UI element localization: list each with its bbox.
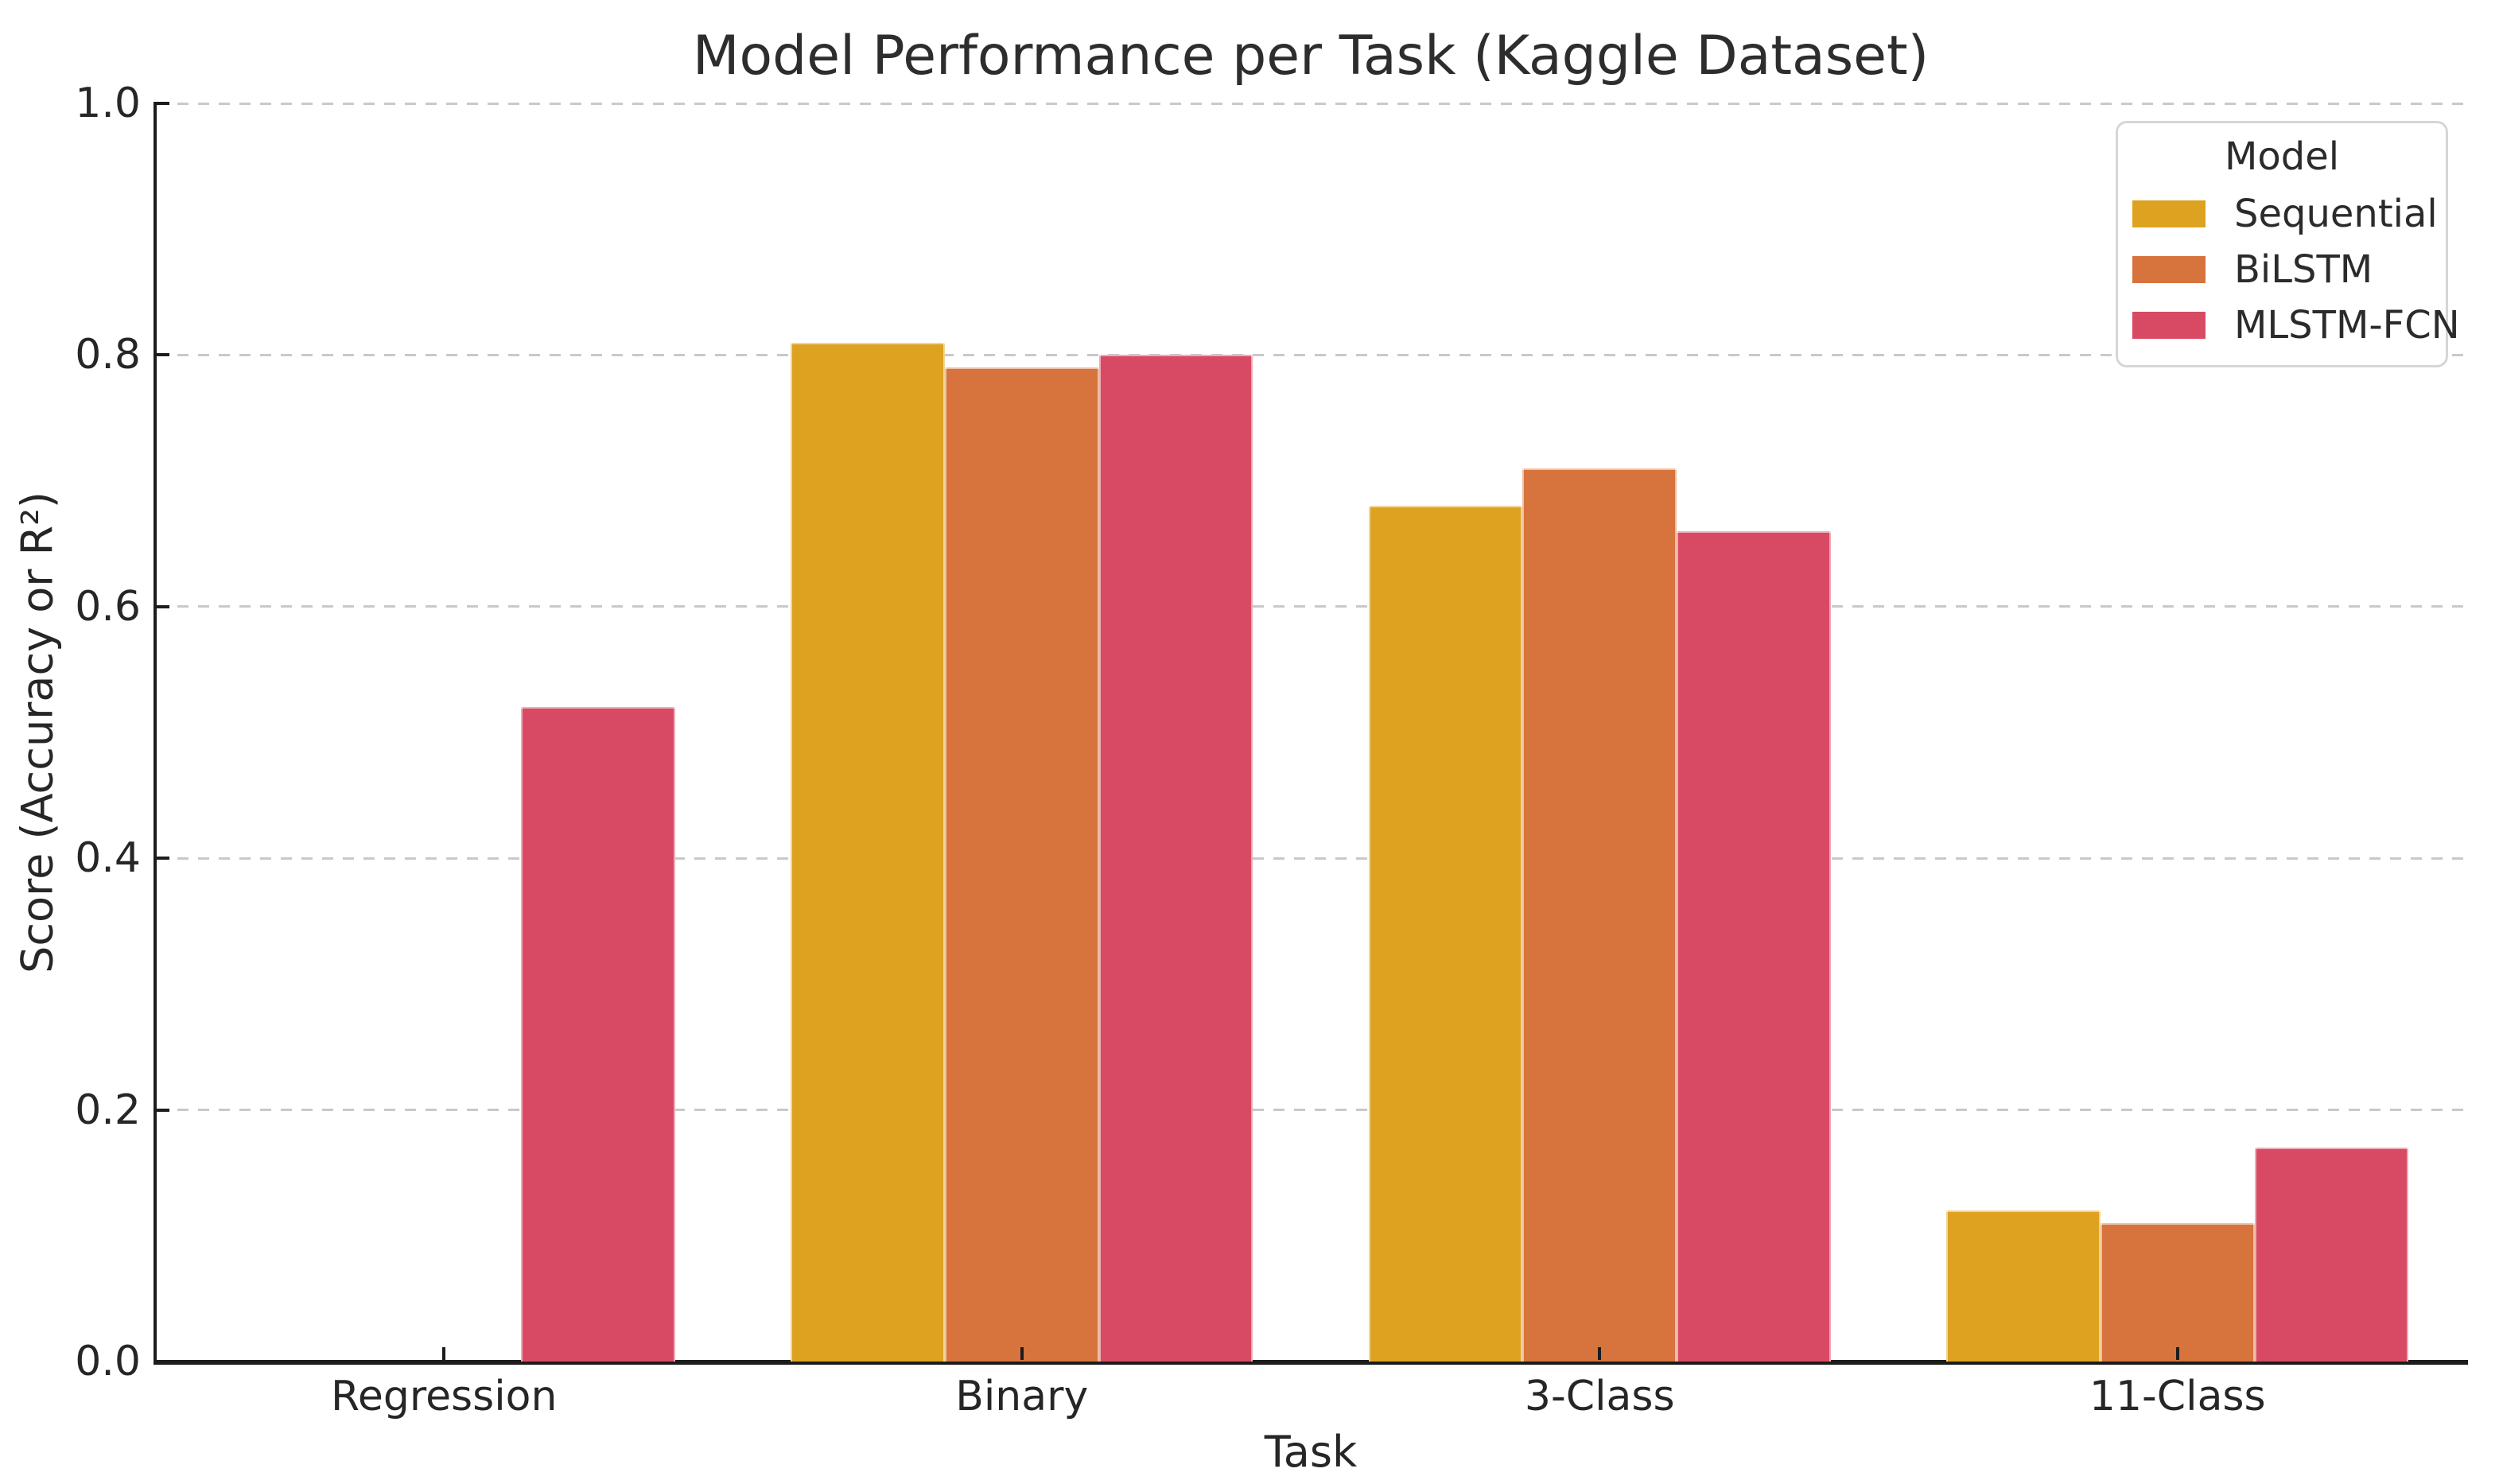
y-tick-mark-0.2: [157, 1108, 169, 1112]
legend-swatch-sequential: [2132, 200, 2206, 227]
legend-label-sequential: Sequential: [2234, 192, 2438, 236]
x-tick-mark-regression: [442, 1347, 446, 1360]
y-tick-label-1.0: 1.0: [75, 80, 141, 127]
legend-item-mlstm-fcn: MLSTM-FCN: [2132, 303, 2460, 348]
gridline-0.2: [157, 1109, 2466, 1112]
bar-mlstm-fcn-11-class: [2254, 1148, 2409, 1362]
bar-bilstm-binary: [944, 367, 1099, 1362]
legend: Model Sequential BiLSTM MLSTM-FCN: [2116, 121, 2460, 367]
legend-label-mlstm-fcn: MLSTM-FCN: [2234, 303, 2460, 348]
bar-mlstm-fcn-3-class: [1677, 530, 1831, 1362]
y-tick-mark-0.4: [157, 857, 169, 860]
legend-items: Sequential BiLSTM MLSTM-FCN: [2132, 192, 2460, 348]
legend-swatch-mlstm-fcn: [2132, 312, 2206, 339]
y-tick-mark-0.6: [157, 604, 169, 608]
bar-bilstm-3-class: [1522, 468, 1677, 1362]
y-tick-mark-0.0: [157, 1360, 169, 1363]
gridline-0.4: [157, 857, 2466, 860]
x-axis-spine: [154, 1360, 2468, 1365]
legend-item-sequential: Sequential: [2132, 192, 2438, 236]
y-tick-mark-1.0: [157, 102, 169, 105]
y-tick-label-0.4: 0.4: [75, 834, 141, 883]
bar-bilstm-11-class: [2100, 1222, 2255, 1362]
legend-label-bilstm: BiLSTM: [2234, 247, 2373, 292]
chart-title: Model Performance per Task (Kaggle Datas…: [692, 25, 1930, 87]
legend-swatch-bilstm: [2132, 256, 2206, 283]
x-tick-label-3-class: 3-Class: [1524, 1373, 1675, 1420]
y-tick-mark-0.8: [157, 353, 169, 357]
bar-sequential-3-class: [1368, 506, 1523, 1362]
bar-mlstm-fcn-binary: [1098, 355, 1253, 1362]
legend-item-bilstm: BiLSTM: [2132, 247, 2431, 292]
gridline-0.6: [157, 605, 2466, 608]
x-tick-mark-11-class: [2175, 1347, 2179, 1360]
x-axis-label: Task: [1264, 1427, 1358, 1477]
bar-sequential-binary: [791, 342, 945, 1362]
x-tick-mark-binary: [1020, 1347, 1024, 1360]
gridline-0.8: [157, 353, 2466, 356]
x-tick-mark-3-class: [1598, 1347, 1602, 1360]
gridline-1.0: [157, 102, 2466, 105]
x-tick-label-binary: Binary: [955, 1373, 1089, 1420]
bar-sequential-11-class: [1946, 1210, 2101, 1362]
y-tick-label-0.8: 0.8: [75, 331, 141, 379]
legend-title: Model: [2224, 134, 2340, 179]
x-tick-label-regression: Regression: [331, 1373, 558, 1420]
y-tick-label-0.0: 0.0: [75, 1338, 141, 1385]
y-tick-label-0.2: 0.2: [75, 1086, 141, 1134]
bar-mlstm-fcn-regression: [521, 707, 675, 1362]
y-tick-label-0.6: 0.6: [75, 582, 141, 631]
x-tick-label-11-class: 11-Class: [2089, 1373, 2266, 1420]
y-axis-spine: [154, 102, 157, 1365]
